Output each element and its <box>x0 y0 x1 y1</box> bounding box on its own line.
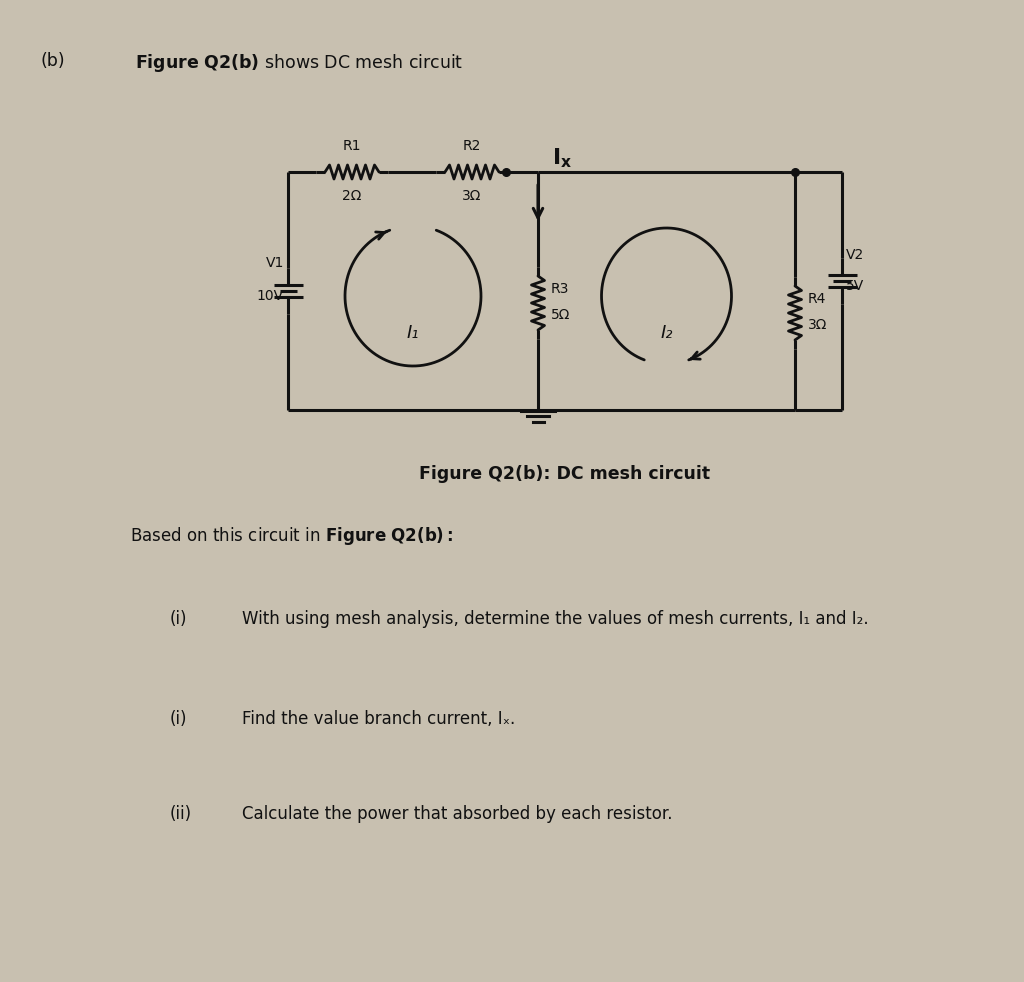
Text: (i): (i) <box>170 610 187 628</box>
Text: With using mesh analysis, determine the values of mesh currents, I₁ and I₂.: With using mesh analysis, determine the … <box>242 610 868 628</box>
Text: $\mathbf{I_x}$: $\mathbf{I_x}$ <box>552 146 572 170</box>
Text: 2Ω: 2Ω <box>342 189 361 203</box>
Text: (i): (i) <box>170 710 187 728</box>
Text: I₁: I₁ <box>407 324 419 342</box>
Text: 10V: 10V <box>257 289 284 303</box>
Text: 3Ω: 3Ω <box>808 318 827 332</box>
Text: 5Ω: 5Ω <box>551 308 570 322</box>
Text: V1: V1 <box>265 256 284 270</box>
Text: 3Ω: 3Ω <box>462 189 481 203</box>
Text: Figure Q2(b): DC mesh circuit: Figure Q2(b): DC mesh circuit <box>420 465 711 483</box>
Text: Based on this circuit in $\bf{Figure\ Q2(b):}$: Based on this circuit in $\bf{Figure\ Q2… <box>130 525 454 547</box>
Text: $\bf{Figure\ Q2(b)}$ shows DC mesh circuit: $\bf{Figure\ Q2(b)}$ shows DC mesh circu… <box>135 52 463 74</box>
Text: (b): (b) <box>40 52 65 70</box>
Text: (ii): (ii) <box>170 805 193 823</box>
Text: R1: R1 <box>343 139 361 153</box>
Text: Calculate the power that absorbed by each resistor.: Calculate the power that absorbed by eac… <box>242 805 673 823</box>
Text: R2: R2 <box>463 139 481 153</box>
Text: 5V: 5V <box>846 279 864 293</box>
Text: Find the value branch current, Iₓ.: Find the value branch current, Iₓ. <box>242 710 515 728</box>
Text: R3: R3 <box>551 282 569 296</box>
Text: I₂: I₂ <box>660 324 673 342</box>
Text: R4: R4 <box>808 292 826 306</box>
Text: V2: V2 <box>846 248 864 262</box>
